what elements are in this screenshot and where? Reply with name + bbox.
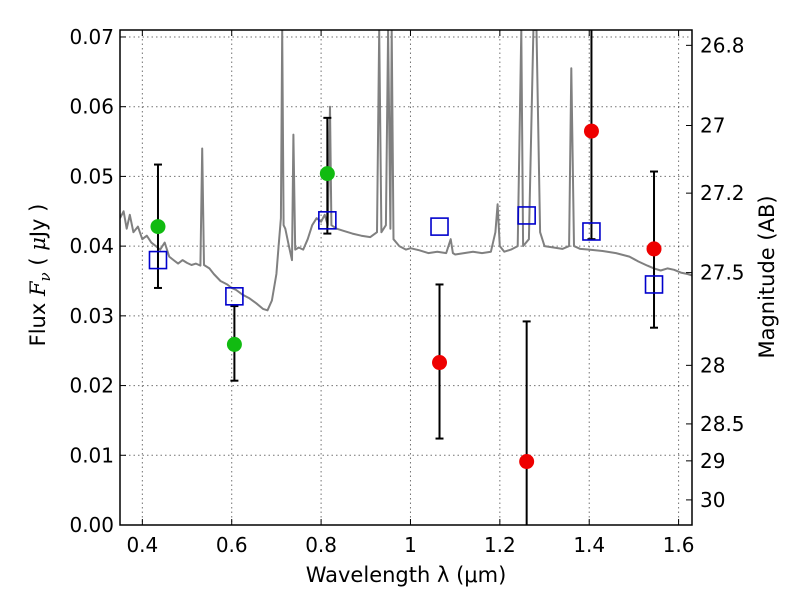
- x-tick-label: 1.6: [663, 533, 695, 557]
- data-point-marker: [432, 355, 448, 371]
- y2-tick-label: 27.5: [700, 261, 745, 285]
- grid-lines: [120, 30, 692, 526]
- y2-tick-label: 30: [700, 488, 725, 512]
- model-square-marker: [225, 287, 244, 306]
- y2-tick-label: 28.5: [700, 412, 745, 436]
- model-spectrum: [120, 30, 692, 312]
- data-point-marker: [226, 336, 242, 352]
- y-tick-label: 0.07: [69, 25, 114, 49]
- y2-tick-label: 27: [700, 114, 725, 138]
- x-tick-label: 1.4: [573, 533, 605, 557]
- y2-axis-title: Magnitude (AB): [755, 195, 779, 358]
- x-axis-ticks: 0.4 0.6 0.8 1 1.2 1.4 1.6: [126, 30, 695, 557]
- x-tick-label: 0.6: [216, 533, 248, 557]
- y2-tick-label: 27.2: [700, 181, 745, 205]
- spectrum-line: [120, 30, 692, 312]
- x-tick-label: 0.8: [305, 533, 337, 557]
- data-point-marker: [646, 241, 662, 257]
- data-point-marker: [150, 219, 166, 235]
- data-point-marker: [319, 166, 335, 182]
- data-point-marker: [583, 123, 599, 139]
- model-square-marker: [517, 206, 536, 225]
- x-tick-label: 0.4: [126, 533, 158, 557]
- y-tick-label: 0.06: [69, 95, 114, 119]
- y2-axis-ticks: 26.8 27 27.2 27.5 28 28.5 29 30: [686, 33, 745, 512]
- model-square-marker: [148, 250, 168, 270]
- y2-tick-label: 29: [700, 449, 725, 473]
- y-tick-label: 0.04: [69, 234, 114, 258]
- y-tick-label: 0.03: [69, 304, 114, 328]
- data-point-marker: [519, 454, 535, 470]
- y2-tick-label: 28: [700, 353, 725, 377]
- y-tick-label: 0.00: [69, 513, 114, 537]
- y-tick-label: 0.05: [69, 164, 114, 188]
- error-bars: [153, 30, 659, 525]
- model-square-marker: [582, 222, 601, 241]
- model-square-marker: [430, 217, 449, 236]
- y2-tick-label: 26.8: [700, 33, 745, 57]
- y-axis-title: Flux Fν ( μJy ): [26, 204, 54, 347]
- x-tick-label: 1: [404, 533, 417, 557]
- y-tick-label: 0.02: [69, 374, 114, 398]
- plot-frame: [119, 29, 693, 526]
- y-axis-ticks: 0.00 0.01 0.02 0.03 0.04 0.05 0.06 0.07: [69, 25, 126, 537]
- model-square-marker: [644, 275, 664, 294]
- model-square-marker: [318, 211, 337, 230]
- x-axis-title: Wavelength λ (μm): [306, 563, 507, 587]
- x-tick-label: 1.2: [484, 533, 516, 557]
- y-tick-label: 0.01: [69, 443, 114, 467]
- data-markers: [148, 123, 664, 470]
